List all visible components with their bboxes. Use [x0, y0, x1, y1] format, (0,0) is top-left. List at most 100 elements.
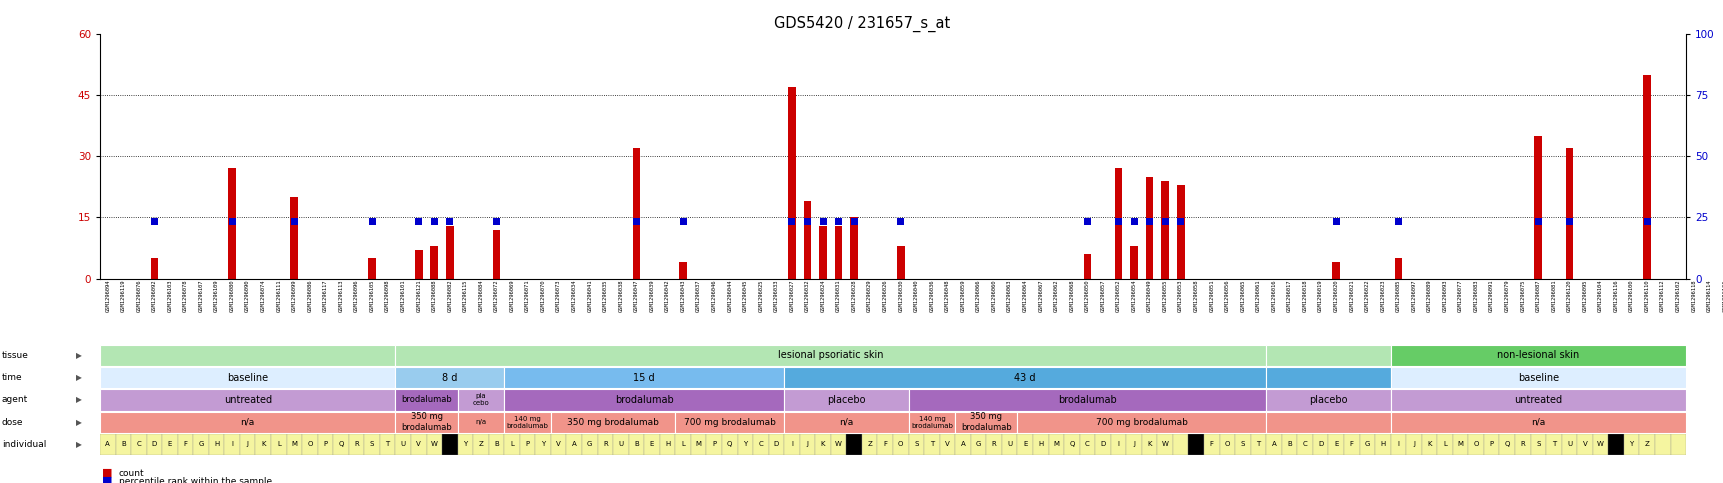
- Text: GSM1296056: GSM1296056: [1223, 280, 1228, 313]
- Bar: [493, 230, 500, 279]
- Text: M: M: [291, 441, 296, 447]
- Text: ■: ■: [102, 476, 112, 483]
- Bar: [229, 218, 236, 225]
- Bar: [1654, 434, 1670, 455]
- Text: 43 d: 43 d: [1013, 373, 1036, 383]
- Text: GSM1296111: GSM1296111: [276, 280, 281, 313]
- Bar: [379, 434, 395, 455]
- Text: GSM1296044: GSM1296044: [727, 280, 732, 313]
- Text: Q: Q: [727, 441, 732, 447]
- Text: I: I: [231, 441, 233, 447]
- Text: untreated: untreated: [1513, 395, 1561, 405]
- Text: U: U: [619, 441, 624, 447]
- Text: K: K: [260, 441, 265, 447]
- Bar: [1115, 218, 1122, 225]
- Text: brodalumab: brodalumab: [1058, 395, 1117, 405]
- Text: GSM1296121: GSM1296121: [415, 280, 420, 313]
- Bar: [100, 389, 395, 411]
- Text: placebo: placebo: [827, 395, 865, 405]
- Bar: [1564, 148, 1573, 279]
- Bar: [369, 258, 376, 279]
- Bar: [849, 217, 858, 279]
- Text: 350 mg brodalumab: 350 mg brodalumab: [567, 418, 658, 426]
- Text: dose: dose: [2, 418, 22, 426]
- Bar: [1297, 434, 1313, 455]
- Text: ▶: ▶: [76, 351, 83, 360]
- Bar: [152, 218, 159, 225]
- Text: GSM1296063: GSM1296063: [1006, 280, 1011, 313]
- Text: GSM1296057: GSM1296057: [1099, 280, 1104, 313]
- Text: GSM1296018: GSM1296018: [1303, 280, 1306, 313]
- Text: R: R: [1520, 441, 1525, 447]
- Text: agent: agent: [2, 396, 28, 404]
- Bar: [1390, 367, 1685, 388]
- Text: tissue: tissue: [2, 351, 29, 360]
- Text: B: B: [1287, 441, 1291, 447]
- Text: ▶: ▶: [76, 440, 83, 449]
- Text: GSM1296102: GSM1296102: [1675, 280, 1680, 313]
- Text: GSM1296069: GSM1296069: [510, 280, 513, 313]
- Text: GSM1296076: GSM1296076: [136, 280, 141, 313]
- Bar: [1161, 181, 1168, 279]
- Text: n/a: n/a: [241, 418, 255, 426]
- Text: W: W: [1595, 441, 1602, 447]
- Text: GSM1296087: GSM1296087: [1535, 280, 1540, 313]
- Bar: [100, 434, 115, 455]
- Text: Y: Y: [463, 441, 467, 447]
- Bar: [348, 434, 364, 455]
- Text: L: L: [510, 441, 513, 447]
- Text: GSM1296115: GSM1296115: [463, 280, 467, 313]
- Text: count: count: [119, 469, 145, 478]
- Bar: [239, 434, 255, 455]
- Bar: [632, 148, 639, 279]
- Text: GSM1296054: GSM1296054: [1130, 280, 1135, 313]
- Bar: [818, 226, 827, 279]
- Bar: [255, 434, 271, 455]
- Text: GSM1296038: GSM1296038: [619, 280, 624, 313]
- Bar: [787, 87, 796, 279]
- Text: U: U: [400, 441, 405, 447]
- Bar: [286, 434, 302, 455]
- Text: n/a: n/a: [476, 419, 486, 425]
- Text: S: S: [913, 441, 918, 447]
- Bar: [1079, 434, 1094, 455]
- Bar: [1592, 434, 1608, 455]
- Text: E: E: [650, 441, 653, 447]
- Text: O: O: [898, 441, 903, 447]
- Text: P: P: [526, 441, 529, 447]
- Bar: [431, 218, 438, 225]
- Text: J: J: [1413, 441, 1415, 447]
- Text: 700 mg brodalumab: 700 mg brodalumab: [684, 418, 775, 426]
- Text: K: K: [1148, 441, 1151, 447]
- Text: E: E: [1022, 441, 1027, 447]
- Bar: [1265, 389, 1390, 411]
- Text: C: C: [1303, 441, 1306, 447]
- Text: V: V: [944, 441, 949, 447]
- Bar: [505, 367, 784, 388]
- Text: GSM1296043: GSM1296043: [681, 280, 686, 313]
- Text: GSM1296113: GSM1296113: [338, 280, 343, 313]
- Text: GSM1296073: GSM1296073: [557, 280, 562, 313]
- Text: ■: ■: [102, 468, 112, 477]
- Bar: [1670, 434, 1685, 455]
- Text: GSM1296107: GSM1296107: [198, 280, 203, 313]
- Text: brodalumab: brodalumab: [615, 395, 674, 405]
- Text: GDS5420 / 231657_s_at: GDS5420 / 231657_s_at: [774, 15, 949, 32]
- Bar: [227, 169, 236, 279]
- Text: GSM1296096: GSM1296096: [353, 280, 358, 313]
- Text: U: U: [1006, 441, 1011, 447]
- Bar: [1280, 434, 1297, 455]
- Text: GSM1296084: GSM1296084: [479, 280, 482, 313]
- Bar: [472, 434, 488, 455]
- Bar: [493, 218, 500, 225]
- Bar: [1390, 389, 1685, 411]
- Bar: [1533, 218, 1540, 225]
- Bar: [1017, 434, 1032, 455]
- Bar: [1187, 434, 1203, 455]
- Text: GSM1296068: GSM1296068: [1068, 280, 1073, 313]
- Bar: [706, 434, 722, 455]
- Bar: [395, 434, 410, 455]
- Bar: [1249, 434, 1265, 455]
- Text: GSM1296109: GSM1296109: [214, 280, 219, 313]
- Text: GSM1296016: GSM1296016: [1272, 280, 1275, 313]
